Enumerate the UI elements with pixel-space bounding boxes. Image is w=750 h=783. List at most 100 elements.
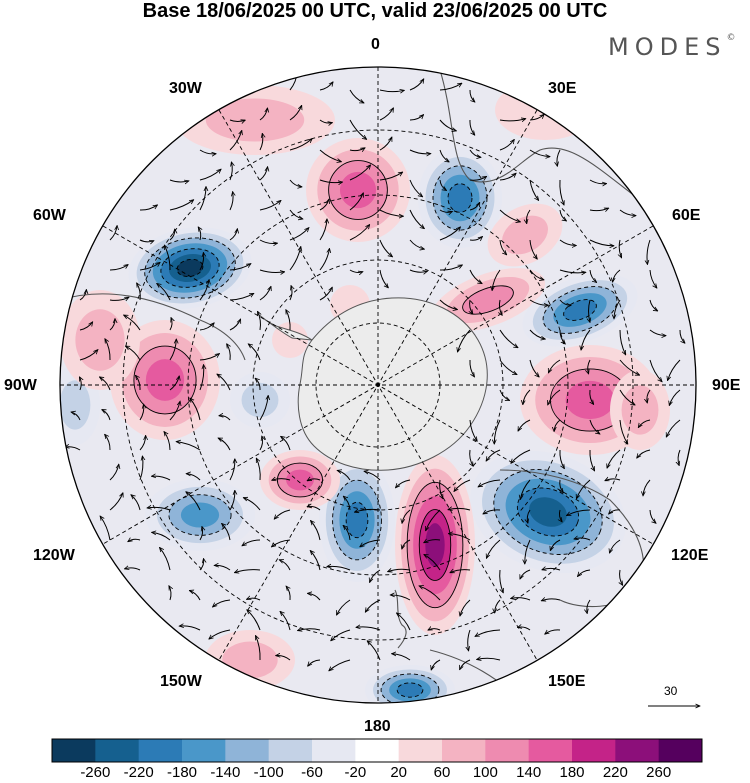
colorbar-tick-label: 220 <box>602 764 628 781</box>
wind-arrow <box>529 359 539 377</box>
height-contour-line <box>328 160 388 220</box>
wind-arrow <box>495 599 501 613</box>
negative-anomaly-contour <box>448 183 472 213</box>
wind-arrow <box>274 509 291 519</box>
negative-anomaly-contour <box>60 380 91 430</box>
wind-arrow <box>179 626 201 631</box>
wind-arrow <box>109 296 129 300</box>
wind-arrow <box>255 378 261 391</box>
positive-anomaly-contour <box>286 469 314 491</box>
wind-arrow <box>343 525 351 541</box>
wind-arrow <box>499 119 526 121</box>
wind-arrow <box>319 248 330 271</box>
wind-arrow <box>379 137 393 151</box>
wind-arrow <box>483 509 501 514</box>
wind-arrow <box>559 449 564 469</box>
wind-arrow <box>379 269 388 288</box>
wind-arrow <box>349 193 363 211</box>
wind-arrow <box>450 570 471 574</box>
wind-arrow <box>426 509 441 531</box>
wind-arrow <box>470 299 473 314</box>
colorbar-tick-label: -140 <box>210 764 241 781</box>
wind-arrow <box>349 89 364 104</box>
wind-arrow <box>390 595 411 601</box>
wind-arrow <box>668 359 681 381</box>
wind-arrow <box>499 299 502 315</box>
wind-arrow <box>307 506 321 511</box>
colorbar-tick-label: -20 <box>344 764 367 781</box>
wind-arrow <box>199 253 204 271</box>
wind-arrow <box>614 299 621 319</box>
lon-label-180: 180 <box>364 718 391 735</box>
height-contour-line <box>396 682 424 698</box>
wind-arrow <box>289 247 301 271</box>
wind-arrow <box>219 416 231 421</box>
colorbar <box>51 738 703 763</box>
wind-arrow <box>550 539 561 551</box>
wind-arrow <box>607 449 621 468</box>
wind-arrow <box>475 629 501 636</box>
wind-arrow <box>619 359 640 376</box>
wind-arrow <box>529 114 544 121</box>
wind-arrow <box>609 510 621 514</box>
positive-anomaly-contour <box>502 215 548 255</box>
wind-arrow <box>279 560 291 571</box>
wind-arrow <box>590 389 594 405</box>
wind-arrow <box>499 329 518 348</box>
wind-arrow <box>469 419 477 441</box>
wind-arrow <box>139 239 154 242</box>
wind-arrow <box>247 610 261 631</box>
wind-arrow <box>229 293 254 301</box>
wind-arrow <box>477 658 501 660</box>
wind-arrow <box>529 149 550 157</box>
wind-arrow <box>199 527 203 541</box>
wind-arrow <box>137 283 141 301</box>
wind-arrow <box>439 179 447 191</box>
wind-arrow <box>679 329 685 343</box>
wind-arrow <box>139 205 158 211</box>
wind-arrow <box>619 239 623 258</box>
wind-arrow <box>259 108 268 121</box>
height-contour-line <box>542 286 618 334</box>
wind-arrow <box>499 389 510 401</box>
positive-anomaly-contour <box>565 380 615 420</box>
wind-arrow <box>319 199 329 211</box>
wind-arrow <box>526 209 531 224</box>
negative-anomaly-contour <box>397 682 423 698</box>
wind-arrow <box>176 442 201 451</box>
wind-arrow <box>242 539 261 546</box>
colorbar-swatch <box>442 739 486 762</box>
wind-arrow <box>229 229 237 241</box>
wind-arrow <box>486 449 501 461</box>
positive-anomaly-contour <box>495 80 595 140</box>
wind-arrow <box>289 179 302 187</box>
wind-arrow <box>139 456 143 481</box>
wind-arrow <box>469 89 475 102</box>
wind-arrow <box>169 339 176 361</box>
wind-arrow <box>478 479 501 487</box>
wind-arrow <box>79 350 98 361</box>
wind-arrow <box>587 599 591 614</box>
wind-arrow <box>439 299 458 310</box>
colorbar-tick-label: 180 <box>559 764 585 781</box>
wind-arrow <box>469 237 483 241</box>
wind-arrow <box>257 311 261 331</box>
wind-arrow <box>109 464 119 481</box>
wind-arrow <box>529 329 545 339</box>
height-contour-line <box>345 501 369 539</box>
wind-arrow <box>499 359 517 376</box>
positive-anomaly-contour <box>222 641 278 679</box>
map-boundary <box>59 66 697 704</box>
height-contour-line <box>516 487 580 537</box>
wind-arrow <box>409 149 431 154</box>
colorbar-tick-label: 100 <box>472 764 498 781</box>
colorbar-tick-label: -180 <box>166 764 198 781</box>
wind-arrow <box>135 375 141 391</box>
wind-arrow <box>248 344 261 361</box>
wind-arrow <box>396 613 411 631</box>
wind-arrow <box>576 479 591 499</box>
wind-arrow <box>319 287 333 301</box>
wind-arrow <box>229 192 233 211</box>
wind-arrow <box>525 539 531 564</box>
